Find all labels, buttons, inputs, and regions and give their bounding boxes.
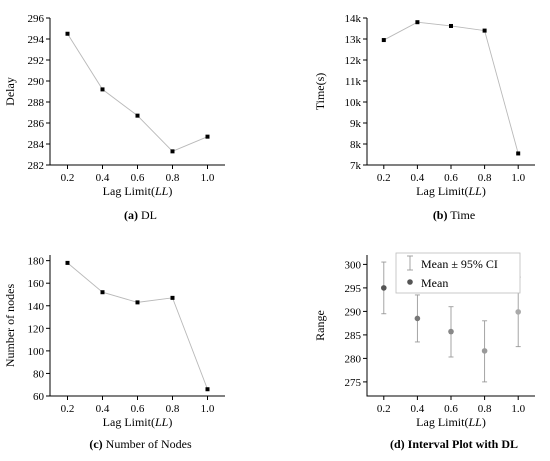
y-tick-label: 290 — [345, 306, 362, 318]
y-tick-label: 60 — [33, 391, 45, 403]
mean-point — [448, 328, 454, 335]
y-axis-label: Time(s) — [313, 73, 327, 111]
data-point — [170, 295, 175, 300]
y-tick-label: 280 — [345, 353, 362, 365]
x-tick-label: 0.8 — [478, 403, 492, 415]
series-line — [67, 33, 208, 152]
data-point — [65, 260, 70, 265]
y-tick-label: 275 — [345, 377, 362, 389]
y-tick-label: 13k — [345, 34, 362, 46]
axes-d — [366, 255, 535, 397]
x-tick-label: 0.2 — [61, 403, 75, 415]
y-tick-label: 284 — [28, 139, 45, 151]
x-tick-label: 0.4 — [411, 403, 425, 415]
legend-mean-label: Mean — [421, 276, 448, 290]
y-tick-label: 10k — [345, 97, 362, 109]
y-tick-label: 14k — [345, 13, 362, 25]
y-tick-label: 8k — [350, 139, 362, 151]
y-axis-label: Number of nodes — [3, 284, 17, 368]
data-point — [449, 23, 453, 28]
mean-point — [481, 348, 488, 354]
x-tick-label: 0.4 — [96, 403, 110, 415]
x-tick-label: 0.4 — [411, 172, 425, 184]
x-axis-label: Lag Limit(LL) — [103, 415, 173, 429]
x-tick-label: 1.0 — [201, 172, 215, 184]
series-line — [67, 262, 208, 390]
data-point — [516, 151, 521, 156]
x-tick-label: 0.6 — [131, 172, 145, 184]
data-point — [135, 113, 140, 118]
data-point — [205, 387, 210, 392]
axes-c — [49, 255, 225, 397]
x-tick-label: 0.2 — [377, 172, 391, 184]
x-tick-label: 0.2 — [61, 172, 75, 184]
mean-point — [515, 309, 521, 315]
y-tick-label: 100 — [28, 346, 45, 358]
y-tick-label: 9k — [350, 118, 362, 130]
series-line — [383, 21, 519, 154]
data-point — [415, 20, 420, 25]
y-axis-label: Delay — [3, 77, 17, 106]
y-tick-label: 11k — [345, 76, 362, 88]
y-tick-label: 290 — [28, 76, 45, 88]
y-tick-label: 180 — [28, 256, 45, 268]
y-tick-label: 160 — [28, 278, 45, 290]
legend: Mean ± 95% CI Mean — [395, 252, 521, 294]
data-point — [381, 38, 386, 43]
chart-a: 0.2 0.4 0.6 0.8 1.0 282 284 286 288 290 292 294 296 L… — [3, 13, 225, 222]
x-tick-label: 0.2 — [377, 403, 391, 415]
y-tick-label: 286 — [28, 118, 45, 130]
mean-point — [381, 285, 387, 291]
legend-mean-symbol — [407, 279, 413, 285]
x-axis-label: Lag Limit(LL) — [103, 184, 173, 198]
y-tick-label: 295 — [345, 283, 362, 295]
y-tick-label: 294 — [28, 34, 45, 46]
y-axis-label: Range — [313, 310, 327, 341]
x-tick-label: 1.0 — [511, 403, 525, 415]
legend-ci-label: Mean ± 95% CI — [421, 257, 498, 271]
y-tick-label: 282 — [28, 160, 45, 172]
data-point — [482, 28, 487, 33]
y-tick-label: 7k — [350, 160, 362, 172]
y-tick-label: 292 — [28, 55, 45, 67]
caption-c: (c) Number of Nodes — [89, 437, 192, 451]
data-point — [100, 87, 105, 92]
mean-point — [414, 315, 421, 322]
caption-b: (b) Time — [433, 208, 475, 222]
chart-b: 0.2 0.4 0.6 0.8 1.0 7k 8k 9k 10k 11k 12k 13k 14k Lag … — [313, 13, 535, 222]
legend-box — [395, 252, 521, 294]
y-tick-label: 80 — [33, 368, 45, 380]
y-tick-label: 12k — [345, 55, 362, 67]
x-tick-label: 0.6 — [131, 403, 145, 415]
x-tick-label: 0.6 — [444, 172, 458, 184]
x-tick-label: 0.6 — [444, 403, 458, 415]
caption-d: (d) Interval Plot with DL — [390, 437, 518, 451]
data-point — [65, 31, 70, 36]
x-axis-label: Lag Limit(LL) — [416, 415, 486, 429]
chart-c: 0.2 0.4 0.6 0.8 1.0 60 80 100 120 140 160 180 Lag Li… — [3, 255, 225, 451]
x-axis-label: Lag Limit(LL) — [416, 184, 486, 198]
data-point — [100, 290, 105, 295]
axes-b — [366, 18, 535, 166]
y-tick-label: 120 — [28, 323, 45, 335]
x-tick-label: 0.4 — [96, 172, 110, 184]
x-tick-label: 0.8 — [166, 403, 180, 415]
y-tick-label: 296 — [28, 13, 45, 25]
data-point — [135, 300, 140, 305]
y-tick-label: 288 — [28, 97, 45, 109]
axes-a — [49, 18, 225, 166]
data-point — [170, 149, 175, 154]
y-tick-label: 300 — [345, 259, 362, 271]
x-tick-label: 1.0 — [511, 172, 525, 184]
x-tick-label: 0.8 — [478, 172, 492, 184]
x-tick-label: 1.0 — [201, 403, 215, 415]
x-tick-label: 0.8 — [166, 172, 180, 184]
y-tick-label: 285 — [345, 330, 362, 342]
caption-a: (a) DL — [124, 208, 157, 222]
data-point — [205, 134, 210, 139]
chart-d: 0.2 0.4 0.6 0.8 1.0 275 280 285 290 295 300 Lag Lim… — [313, 252, 535, 451]
y-tick-label: 140 — [28, 301, 45, 313]
